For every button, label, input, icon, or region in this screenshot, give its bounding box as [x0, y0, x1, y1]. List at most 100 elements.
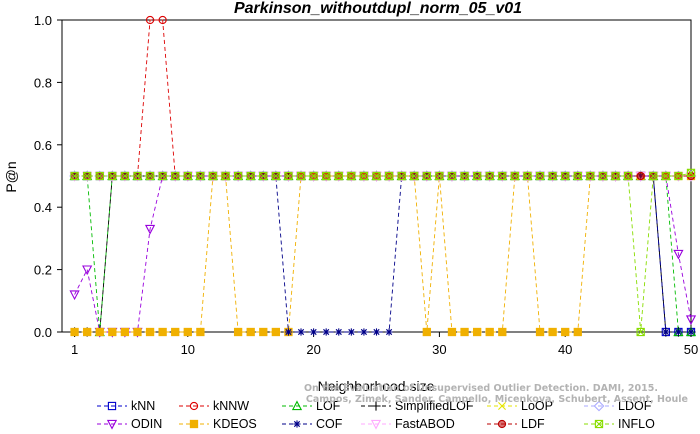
chart-title: Parkinson_withoutdupl_norm_05_v01	[234, 0, 522, 17]
legend-label: FastABOD	[395, 417, 455, 431]
data-point	[83, 171, 92, 181]
data-point	[498, 327, 507, 337]
data-point	[335, 328, 343, 336]
data-point	[623, 171, 633, 181]
data-point	[410, 171, 419, 181]
series-line	[74, 19, 691, 177]
data-point	[310, 328, 318, 336]
series-KDEOS	[70, 171, 696, 337]
series-line	[74, 175, 691, 333]
data-point	[385, 328, 393, 336]
legend-label: COF	[316, 417, 343, 431]
data-point	[183, 327, 192, 337]
data-point	[120, 171, 130, 181]
data-point	[108, 171, 117, 181]
legend-marker	[371, 401, 381, 411]
series-COF	[70, 172, 695, 336]
legend-marker	[293, 420, 301, 428]
data-point	[259, 171, 268, 181]
legend-marker	[291, 400, 303, 411]
series-LOF	[69, 170, 697, 337]
data-point	[598, 171, 608, 181]
legend-item-FastABOD: FastABOD	[361, 417, 455, 431]
data-point	[548, 171, 557, 181]
legend-marker	[497, 419, 507, 429]
data-point	[69, 290, 80, 301]
legend-item-LoOP: LoOP	[487, 399, 553, 413]
y-axis: 0.0 0.2 0.4 0.6 0.8 1.0	[34, 13, 62, 340]
data-point	[70, 171, 79, 181]
data-point	[158, 171, 167, 181]
series-kNN	[70, 171, 696, 337]
data-point	[510, 171, 520, 181]
data-point	[183, 171, 192, 181]
legend-label: INFLO	[618, 417, 655, 431]
data-point	[322, 171, 331, 181]
legend-item-LDF: LDF	[487, 417, 545, 431]
data-point	[95, 327, 104, 337]
x-tick-label: 30	[432, 342, 446, 357]
series-INFLO	[70, 168, 696, 337]
data-point	[246, 171, 255, 181]
y-tick-label: 0.0	[34, 325, 52, 340]
data-point	[296, 171, 306, 181]
series-layer	[69, 15, 697, 338]
legend: kNN kNNW LOF SimplifiedLOF LoOP LDOF ODIN KDEOS…	[97, 399, 655, 431]
legend-label: ODIN	[131, 417, 162, 431]
data-point	[435, 171, 444, 181]
series-line	[74, 175, 692, 333]
data-point	[384, 171, 394, 181]
data-point	[460, 327, 469, 337]
data-point	[70, 327, 79, 337]
legend-label: LOF	[316, 399, 341, 413]
series-line	[74, 175, 691, 333]
x-tick-label: 40	[558, 342, 572, 357]
legend-label: LDF	[521, 417, 545, 431]
data-point	[472, 171, 482, 181]
data-point	[95, 171, 104, 181]
data-point	[259, 327, 268, 337]
data-point	[573, 171, 582, 181]
data-point	[687, 328, 695, 336]
legend-label: SimplifiedLOF	[395, 399, 474, 413]
data-point	[271, 171, 281, 181]
data-point	[133, 171, 142, 181]
data-point	[674, 328, 683, 336]
legend-marker	[107, 401, 117, 411]
data-point	[535, 327, 545, 337]
legend-marker	[593, 400, 605, 412]
data-point	[561, 171, 570, 181]
x-tick-label: 20	[306, 342, 320, 357]
data-point	[196, 327, 205, 337]
data-point	[535, 171, 545, 181]
data-point	[246, 327, 255, 337]
data-point	[573, 327, 582, 337]
x-tick-label: 10	[181, 342, 195, 357]
series-line	[74, 172, 692, 333]
data-point	[297, 328, 305, 336]
data-point	[233, 327, 243, 337]
data-point	[662, 328, 670, 336]
data-point	[447, 171, 457, 181]
data-point	[145, 171, 155, 181]
legend-label: kNNW	[213, 399, 249, 413]
data-point	[397, 171, 406, 181]
x-axis-label: Neighborhood size	[318, 378, 435, 394]
data-point	[673, 249, 684, 260]
data-point	[221, 171, 230, 181]
y-tick-label: 0.8	[34, 75, 52, 90]
data-point	[674, 171, 683, 181]
y-tick-label: 0.2	[34, 263, 52, 278]
data-point	[82, 265, 93, 276]
data-point	[158, 15, 167, 25]
data-point	[372, 328, 381, 336]
legend-item-KDEOS: KDEOS	[179, 417, 257, 431]
series-ODIN	[69, 171, 697, 338]
data-point	[171, 327, 180, 337]
series-SimplifiedLOF	[69, 171, 696, 337]
annotation: Campos, Zimek, Sander, Campello, Micenko…	[306, 394, 688, 405]
data-point	[309, 171, 318, 181]
data-point	[322, 328, 330, 336]
data-point	[561, 327, 570, 337]
data-point	[485, 171, 494, 181]
